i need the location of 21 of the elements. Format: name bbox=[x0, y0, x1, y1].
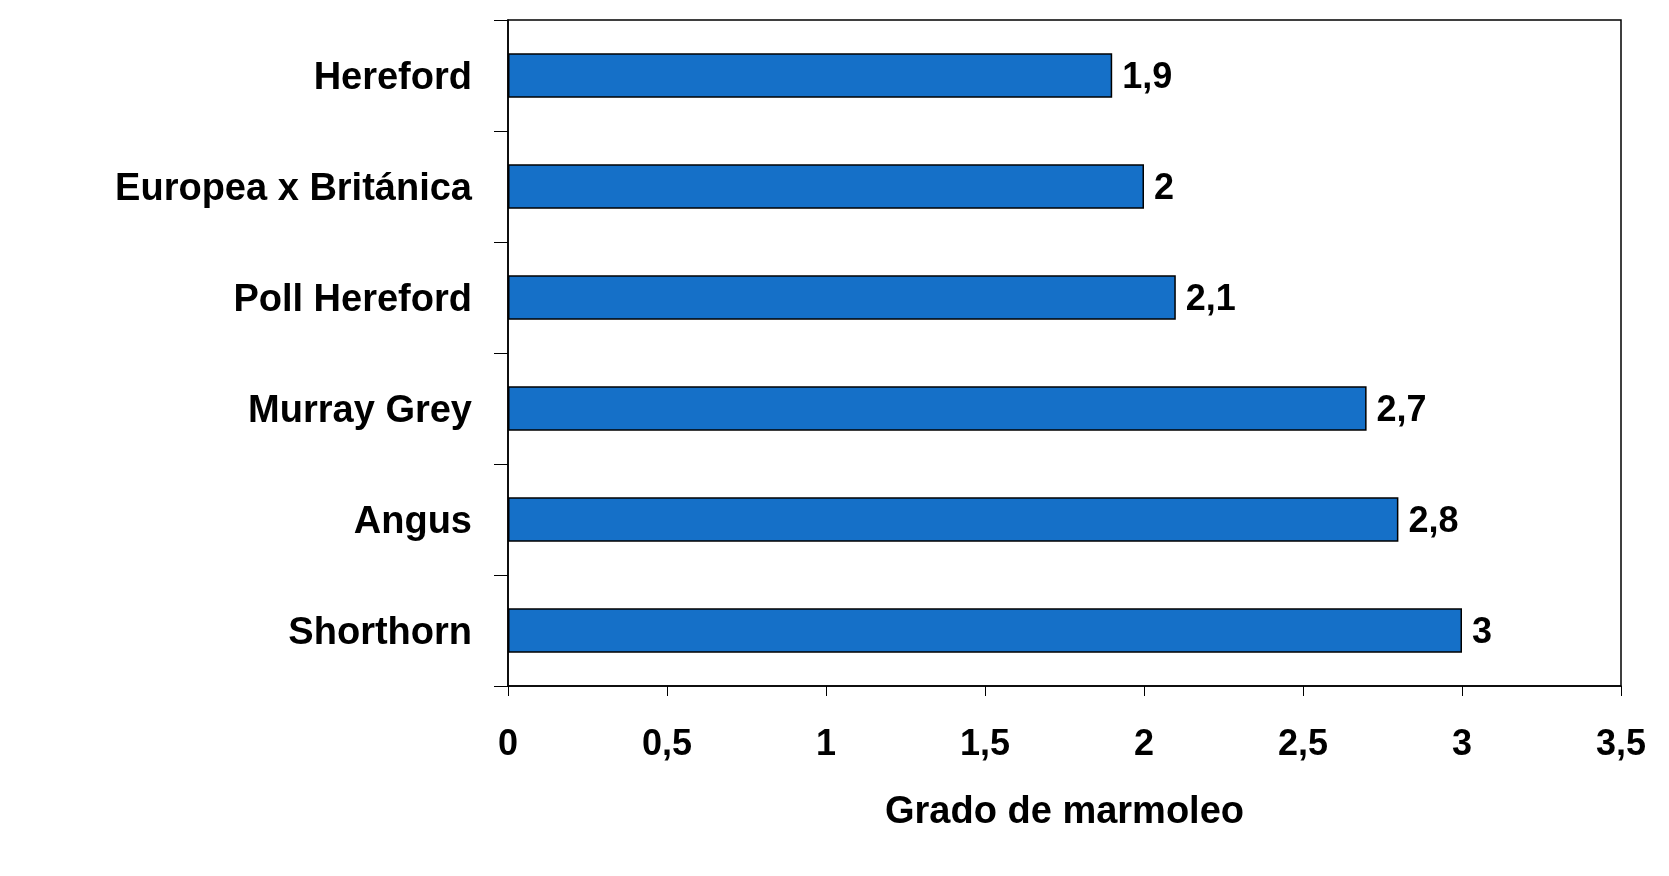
data-label: 2,8 bbox=[1408, 499, 1459, 540]
data-label: 1,9 bbox=[1122, 55, 1173, 96]
data-label: 2,1 bbox=[1185, 277, 1236, 318]
x-tick-label: 1 bbox=[815, 721, 837, 763]
x-tick-label: 3,5 bbox=[1595, 721, 1647, 763]
y-tick-label: Murray Grey bbox=[248, 387, 472, 430]
y-tick-label: Shorthorn bbox=[288, 609, 472, 652]
y-tick-label: Poll Hereford bbox=[233, 276, 472, 319]
x-axis-title: Grado de marmoleo bbox=[885, 789, 1244, 831]
x-tick-label: 0,5 bbox=[641, 721, 693, 763]
x-tick-label: 2 bbox=[1133, 721, 1155, 763]
x-tick-label: 3 bbox=[1451, 721, 1473, 763]
y-tick-label: Angus bbox=[353, 498, 472, 541]
data-label: 2,7 bbox=[1376, 388, 1427, 429]
y-tick-label: Europea x Británica bbox=[115, 165, 473, 208]
data-label: 2 bbox=[1154, 166, 1175, 207]
x-tick-label: 0 bbox=[497, 721, 519, 763]
x-tick-label: 1,5 bbox=[959, 721, 1011, 763]
x-tick-label: 2,5 bbox=[1277, 721, 1329, 763]
y-tick-label: Hereford bbox=[313, 54, 472, 97]
data-label: 3 bbox=[1472, 610, 1493, 651]
